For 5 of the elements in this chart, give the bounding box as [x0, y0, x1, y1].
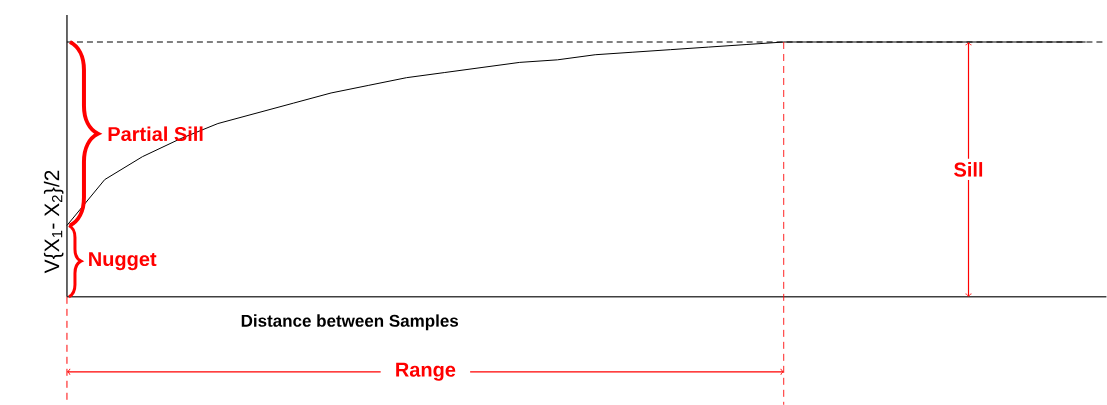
text: Range [396, 362, 456, 381]
y-axis-title: V{X$_{1}$- X$_{2}$}/2 [43, 170, 64, 274]
annotation: Nugget [89, 252, 157, 271]
annotation: Sill [954, 161, 983, 177]
x-axis-title: Distance between Samples [241, 314, 459, 331]
